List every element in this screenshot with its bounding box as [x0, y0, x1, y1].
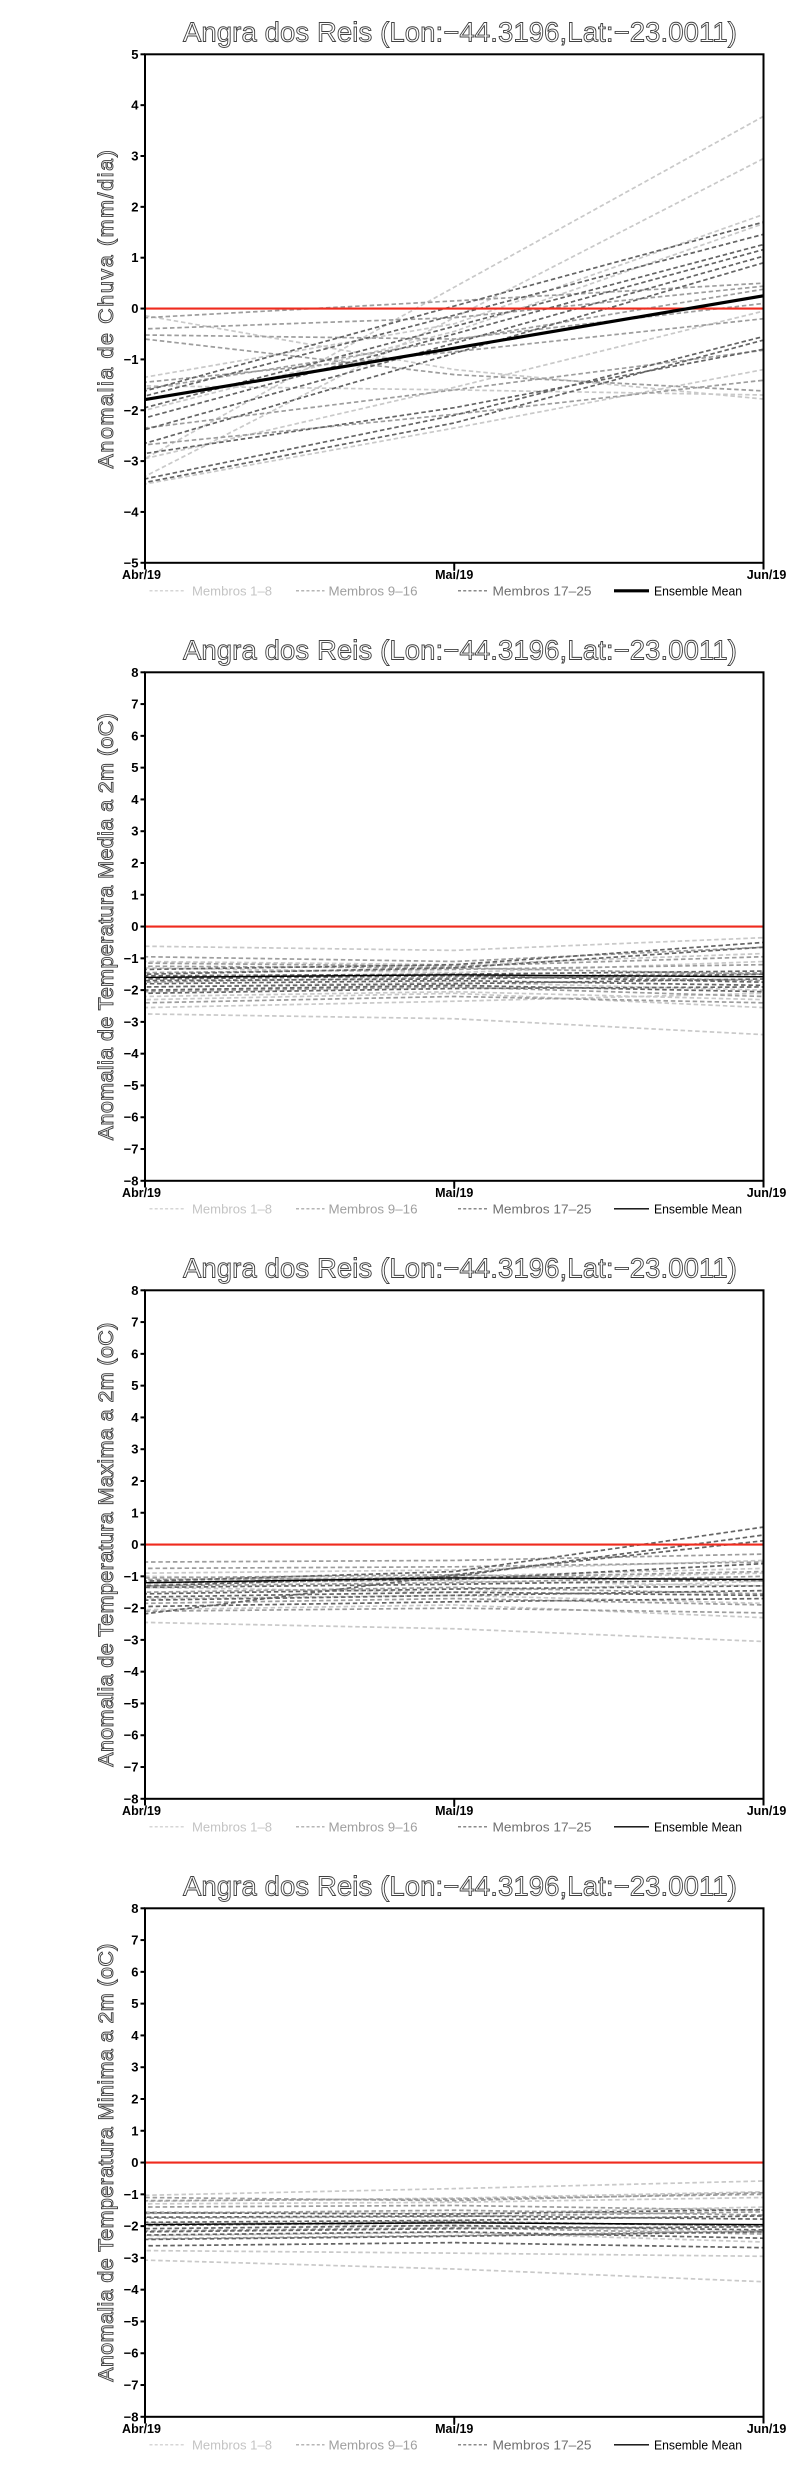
svg-text:3: 3 [131, 1442, 138, 1457]
svg-text:2: 2 [131, 199, 138, 214]
svg-text:Membros 9–16: Membros 9–16 [329, 584, 418, 599]
svg-text:−5: −5 [124, 1696, 139, 1711]
svg-text:3: 3 [131, 824, 138, 839]
svg-text:6: 6 [131, 1346, 138, 1361]
svg-text:2: 2 [131, 1473, 138, 1488]
svg-text:5: 5 [131, 1378, 138, 1393]
svg-text:−4: −4 [124, 504, 140, 519]
svg-text:Membros 17–25: Membros 17–25 [493, 1202, 592, 1217]
svg-text:1: 1 [131, 2123, 138, 2138]
svg-text:Membros 17–25: Membros 17–25 [493, 1820, 592, 1835]
svg-text:−2: −2 [124, 983, 139, 998]
svg-text:−1: −1 [124, 1569, 139, 1584]
svg-text:Membros 17–25: Membros 17–25 [493, 584, 592, 599]
svg-text:Jun/19: Jun/19 [747, 568, 787, 582]
svg-text:−6: −6 [124, 2346, 139, 2361]
svg-text:−4: −4 [124, 1664, 140, 1679]
svg-text:−5: −5 [124, 555, 139, 570]
svg-text:2: 2 [131, 2091, 138, 2106]
svg-text:2: 2 [131, 855, 138, 870]
svg-text:Abr/19: Abr/19 [122, 1186, 161, 1200]
svg-text:−1: −1 [124, 951, 139, 966]
svg-text:−8: −8 [124, 1791, 139, 1806]
svg-text:Mai/19: Mai/19 [435, 568, 473, 582]
svg-text:Membros 1–8: Membros 1–8 [192, 1820, 272, 1835]
svg-text:−3: −3 [124, 2250, 139, 2265]
svg-text:4: 4 [131, 98, 139, 113]
svg-text:4: 4 [131, 1410, 139, 1425]
svg-text:0: 0 [131, 2155, 138, 2170]
svg-text:−7: −7 [124, 1760, 139, 1775]
svg-text:Anomalia de Chuva (mm/dia): Anomalia de Chuva (mm/dia) [94, 148, 118, 468]
svg-text:Ensemble Mean: Ensemble Mean [654, 1820, 742, 1835]
svg-text:4: 4 [131, 792, 139, 807]
svg-text:−5: −5 [124, 1078, 139, 1093]
svg-text:Jun/19: Jun/19 [747, 2422, 787, 2436]
svg-text:8: 8 [131, 665, 138, 680]
svg-text:0: 0 [131, 919, 138, 934]
svg-text:−1: −1 [124, 352, 139, 367]
svg-text:Ensemble Mean: Ensemble Mean [654, 584, 742, 599]
svg-text:Membros 1–8: Membros 1–8 [192, 584, 272, 599]
svg-text:Angra dos Reis (Lon:−44.3196,L: Angra dos Reis (Lon:−44.3196,Lat:−23.001… [183, 17, 737, 48]
svg-text:Membros 1–8: Membros 1–8 [192, 2438, 272, 2453]
svg-text:Abr/19: Abr/19 [122, 1804, 161, 1818]
svg-text:−3: −3 [124, 1014, 139, 1029]
svg-text:−6: −6 [124, 1110, 139, 1125]
svg-text:−4: −4 [124, 1046, 140, 1061]
svg-text:6: 6 [131, 1964, 138, 1979]
svg-text:4: 4 [131, 2028, 139, 2043]
svg-text:1: 1 [131, 1505, 138, 1520]
svg-text:Abr/19: Abr/19 [122, 568, 161, 582]
svg-text:Abr/19: Abr/19 [122, 2422, 161, 2436]
svg-text:Angra dos Reis (Lon:−44.3196,L: Angra dos Reis (Lon:−44.3196,Lat:−23.001… [183, 1871, 737, 1902]
svg-text:0: 0 [131, 1537, 138, 1552]
svg-text:−1: −1 [124, 2187, 139, 2202]
svg-text:−3: −3 [124, 454, 139, 469]
svg-text:−4: −4 [124, 2282, 140, 2297]
svg-text:−7: −7 [124, 1142, 139, 1157]
svg-text:−2: −2 [124, 1601, 139, 1616]
svg-text:1: 1 [131, 250, 138, 265]
svg-text:−5: −5 [124, 2314, 139, 2329]
svg-text:Anomalia de Temperatura Maxima: Anomalia de Temperatura Maxima a 2m (oC) [94, 1322, 118, 1767]
svg-text:Angra dos Reis (Lon:−44.3196,L: Angra dos Reis (Lon:−44.3196,Lat:−23.001… [183, 1253, 737, 1284]
svg-text:Mai/19: Mai/19 [435, 1186, 473, 1200]
svg-text:−2: −2 [124, 2219, 139, 2234]
svg-text:Mai/19: Mai/19 [435, 2422, 473, 2436]
svg-text:3: 3 [131, 149, 138, 164]
svg-text:Anomalia de Temperatura Minima: Anomalia de Temperatura Minima a 2m (oC) [94, 1943, 118, 2382]
svg-text:Anomalia de Temperatura Media: Anomalia de Temperatura Media a 2m (oC) [94, 713, 118, 1140]
svg-text:−3: −3 [124, 1632, 139, 1647]
svg-text:−7: −7 [124, 2378, 139, 2393]
svg-text:Ensemble Mean: Ensemble Mean [654, 1202, 742, 1217]
svg-text:7: 7 [131, 1315, 138, 1330]
svg-text:Angra dos Reis (Lon:−44.3196,L: Angra dos Reis (Lon:−44.3196,Lat:−23.001… [183, 635, 737, 666]
svg-text:7: 7 [131, 697, 138, 712]
svg-text:−8: −8 [124, 2409, 139, 2424]
svg-text:Membros 9–16: Membros 9–16 [329, 2438, 418, 2453]
svg-text:0: 0 [131, 301, 138, 316]
svg-text:5: 5 [131, 47, 138, 62]
svg-text:3: 3 [131, 2060, 138, 2075]
svg-text:Membros 9–16: Membros 9–16 [329, 1202, 418, 1217]
svg-text:Jun/19: Jun/19 [747, 1804, 787, 1818]
svg-text:Membros 1–8: Membros 1–8 [192, 1202, 272, 1217]
svg-text:Membros 9–16: Membros 9–16 [329, 1820, 418, 1835]
svg-text:−2: −2 [124, 403, 139, 418]
svg-text:6: 6 [131, 728, 138, 743]
svg-text:−6: −6 [124, 1728, 139, 1743]
svg-text:8: 8 [131, 1283, 138, 1298]
svg-text:5: 5 [131, 760, 138, 775]
svg-text:7: 7 [131, 1933, 138, 1948]
svg-text:Jun/19: Jun/19 [747, 1186, 787, 1200]
svg-text:Membros 17–25: Membros 17–25 [493, 2438, 592, 2453]
svg-text:8: 8 [131, 1901, 138, 1916]
svg-text:5: 5 [131, 1996, 138, 2011]
svg-text:1: 1 [131, 887, 138, 902]
svg-text:Mai/19: Mai/19 [435, 1804, 473, 1818]
svg-text:Ensemble Mean: Ensemble Mean [654, 2438, 742, 2453]
svg-text:−8: −8 [124, 1173, 139, 1188]
